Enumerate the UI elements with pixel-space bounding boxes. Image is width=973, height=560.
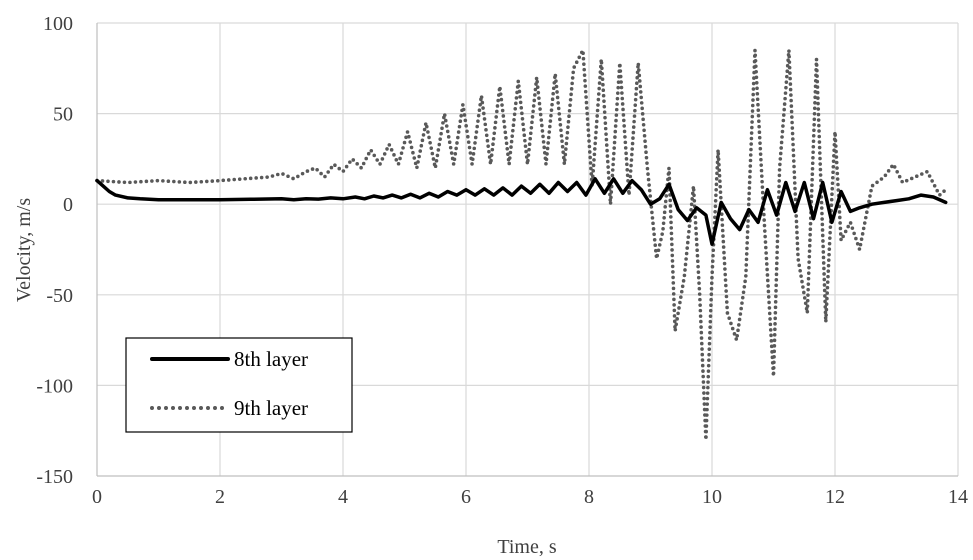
series-lines bbox=[95, 48, 948, 442]
x-tick-label: 14 bbox=[948, 486, 968, 508]
y-tick-label: -150 bbox=[36, 466, 73, 488]
y-axis-title: Velocity, m/s bbox=[13, 198, 35, 302]
y-tick-label: 100 bbox=[43, 13, 73, 35]
x-axis-title: Time, s bbox=[497, 536, 557, 558]
x-tick-label: 10 bbox=[702, 486, 722, 508]
series-line-8th-layer bbox=[95, 177, 948, 246]
x-tick-label: 0 bbox=[92, 486, 102, 508]
x-tick-label: 8 bbox=[584, 486, 594, 508]
x-tick-label: 6 bbox=[461, 486, 471, 508]
x-tick-label: 12 bbox=[825, 486, 845, 508]
y-tick-label: -50 bbox=[46, 285, 73, 307]
legend-label-8th-layer: 8th layer bbox=[234, 347, 308, 371]
axes bbox=[96, 23, 958, 477]
y-tick-label: -100 bbox=[36, 375, 73, 397]
tick-labels: 0 2 4 6 8 10 12 14 -150 -100 -50 0 50 100 bbox=[36, 13, 968, 508]
legend-label-9th-layer: 9th layer bbox=[234, 396, 308, 420]
legend-box bbox=[125, 337, 353, 433]
y-tick-label: 0 bbox=[63, 194, 73, 216]
x-tick-label: 4 bbox=[338, 486, 348, 508]
y-tick-label: 50 bbox=[53, 104, 73, 126]
legend: 8th layer 9th layer bbox=[125, 337, 353, 433]
x-tick-label: 2 bbox=[215, 486, 225, 508]
